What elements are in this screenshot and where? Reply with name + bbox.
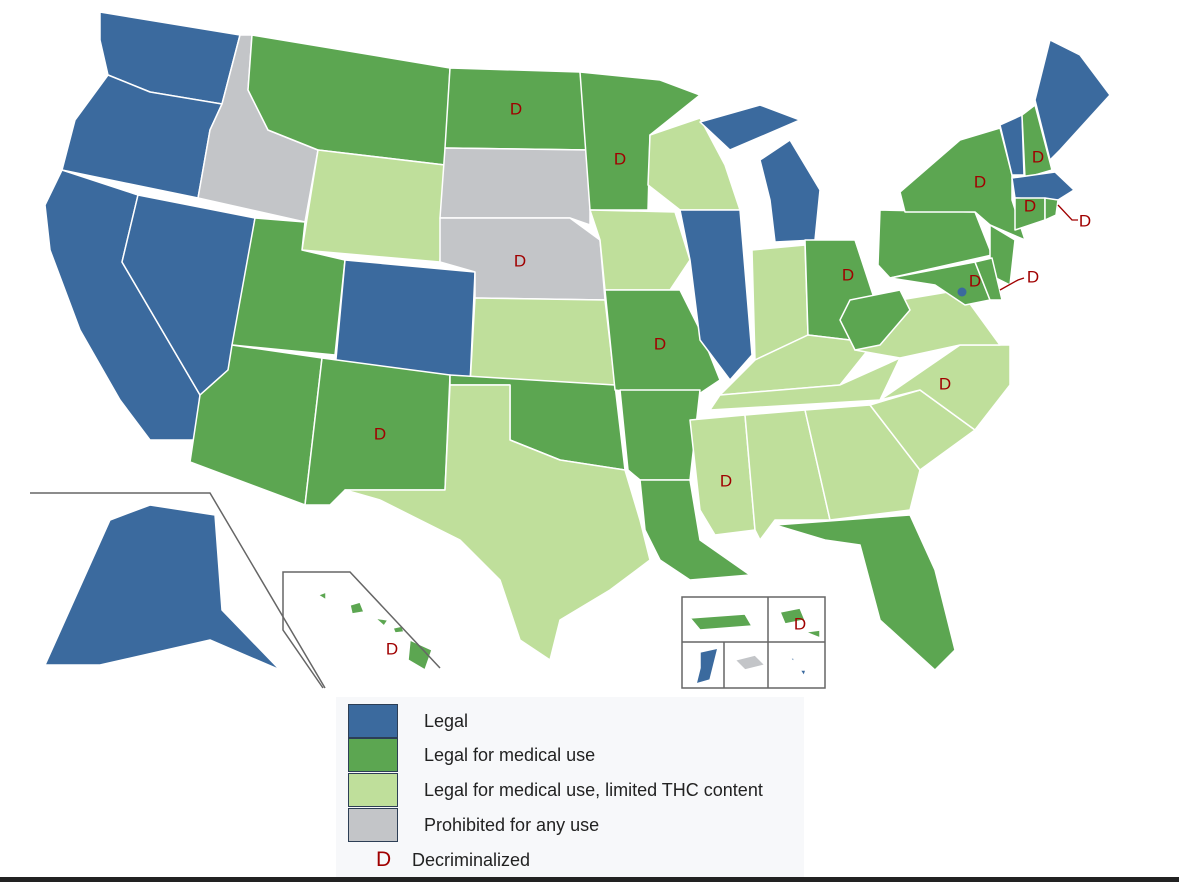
region-shape <box>789 657 795 663</box>
decriminalized-marker-nc: D <box>939 374 951 393</box>
region-shape <box>699 104 801 151</box>
region-shape <box>759 139 821 243</box>
region-shape <box>839 289 911 351</box>
region-la <box>639 479 751 581</box>
legend-item-medical: Legal for medical use <box>348 737 595 773</box>
region-shape <box>589 209 691 291</box>
bottom-edge <box>0 877 1179 882</box>
region-shape <box>44 504 281 671</box>
legend-swatch-limited-thc <box>348 773 398 807</box>
region-il <box>679 209 753 381</box>
decriminalized-marker-ny: D <box>974 172 986 191</box>
legend-label: Decriminalized <box>412 849 531 870</box>
legend-label: Legal for medical use <box>424 744 596 765</box>
region-shape <box>999 114 1025 176</box>
decriminalized-marker-vi: D <box>794 614 806 633</box>
region-vt <box>999 114 1025 176</box>
region-ms <box>689 414 756 536</box>
decriminalized-marker-ct: D <box>1024 196 1036 215</box>
region-shape <box>779 607 806 625</box>
region-shape <box>1011 171 1075 201</box>
inset-borders <box>30 492 826 689</box>
decriminalized-marker-ms: D <box>720 471 732 490</box>
region-ak <box>44 504 281 671</box>
region-shape <box>804 629 821 639</box>
region-nh <box>1021 104 1053 179</box>
region-ma <box>1011 171 1075 201</box>
region-shape <box>469 297 616 386</box>
region-shape <box>317 591 327 601</box>
legend: Legal Legal for medical use Legal for me… <box>336 697 804 877</box>
region-tx <box>344 384 651 661</box>
region-wy <box>301 149 446 263</box>
region-shape <box>689 414 756 536</box>
region-shape <box>639 479 751 581</box>
legend-swatch-medical <box>348 738 398 772</box>
region-shape <box>974 257 1003 301</box>
region-ri <box>1044 197 1059 221</box>
region-pr <box>689 613 753 631</box>
region-shape <box>734 654 766 671</box>
region-tn <box>709 357 901 411</box>
region-shape <box>689 613 753 631</box>
region-ar <box>619 389 701 481</box>
region-shape <box>301 149 446 263</box>
legend-item-legal: Legal <box>348 703 468 739</box>
region-wv <box>839 289 911 351</box>
legend-label: Legal for medical use, limited THC conte… <box>424 779 763 800</box>
region-dc <box>957 287 967 297</box>
decriminalized-marker-ne: D <box>514 251 526 270</box>
region-de <box>974 257 1003 301</box>
region-shape <box>439 147 591 226</box>
region-shape <box>695 647 719 685</box>
region-shape <box>374 617 389 627</box>
region-as <box>789 657 807 677</box>
legend-item-decriminalized: D Decriminalized <box>348 842 788 878</box>
decriminalized-marker-de: D <box>1027 267 1039 286</box>
region-gu <box>695 647 719 685</box>
region-mo <box>604 289 721 401</box>
region-me <box>1034 39 1111 161</box>
region-fl <box>774 514 956 671</box>
decriminalized-marker-mo: D <box>654 334 666 353</box>
decriminalized-marker-hi: D <box>386 639 398 658</box>
region-ks <box>469 297 616 386</box>
region-vi <box>779 607 821 639</box>
legend-swatch-legal <box>348 704 398 738</box>
decriminalized-symbol: D <box>376 848 392 871</box>
decriminalized-marker-md: D <box>969 271 981 290</box>
legend-item-prohibited: Prohibited for any use <box>348 807 599 843</box>
region-sd <box>439 147 591 226</box>
region-ia <box>589 209 691 291</box>
decriminalized-marker-mn: D <box>614 149 626 168</box>
region-shape <box>349 601 365 615</box>
region-shape <box>407 639 433 671</box>
decriminalized-marker-nd: D <box>510 99 522 118</box>
decriminalized-marker-ri: D <box>1079 211 1091 230</box>
region-shape <box>1034 39 1111 161</box>
legend-label: Prohibited for any use <box>424 814 600 835</box>
region-hi <box>317 591 433 671</box>
region-shape <box>1021 104 1053 179</box>
region-shape <box>799 669 807 677</box>
legend-item-limited-thc: Legal for medical use, limited THC conte… <box>348 772 763 808</box>
legend-label: Legal <box>424 710 469 731</box>
region-shape <box>709 357 901 411</box>
decriminalized-marker-nh: D <box>1032 147 1044 166</box>
region-shape <box>619 389 701 481</box>
region-shape <box>344 384 651 661</box>
region-shape <box>604 289 721 401</box>
region-shape <box>1044 197 1059 221</box>
decriminalized-marker-nm: D <box>374 424 386 443</box>
legend-swatch-prohibited <box>348 808 398 842</box>
region-shape <box>679 209 753 381</box>
region-shape <box>774 514 956 671</box>
decriminalized-marker-oh: D <box>842 265 854 284</box>
region-mp <box>734 654 766 671</box>
